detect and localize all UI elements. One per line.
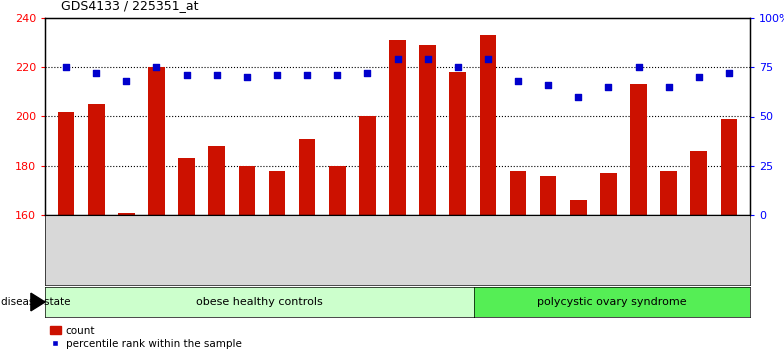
Bar (118, 212, 135, 215)
Point (512, 78, 524, 84)
Bar (691, 151, 707, 215)
Point (723, 70, 735, 76)
Bar (600, 173, 617, 215)
Bar (510, 171, 526, 215)
Bar (329, 166, 346, 215)
Point (210, 72, 223, 78)
Bar (480, 35, 496, 215)
Point (331, 72, 343, 78)
Bar (359, 116, 376, 215)
Bar (209, 146, 225, 215)
Point (241, 74, 253, 80)
Bar (419, 45, 436, 215)
Bar (389, 40, 406, 215)
Text: obese healthy controls: obese healthy controls (196, 297, 323, 307)
Bar (148, 67, 165, 215)
Bar (660, 171, 677, 215)
Bar (540, 176, 557, 215)
Point (632, 64, 644, 70)
Point (120, 78, 132, 84)
Point (542, 82, 554, 88)
Point (662, 84, 675, 90)
Point (572, 94, 585, 99)
Bar (720, 119, 737, 215)
Text: GDS4133 / 225351_at: GDS4133 / 225351_at (60, 0, 198, 12)
Point (452, 64, 464, 70)
Point (481, 57, 494, 62)
Point (421, 57, 434, 62)
Bar (269, 171, 285, 215)
Bar (178, 158, 195, 215)
Bar (570, 200, 586, 215)
Legend: count, percentile rank within the sample: count, percentile rank within the sample (50, 326, 241, 349)
Point (361, 70, 374, 76)
Bar (58, 112, 74, 215)
Point (270, 72, 283, 78)
Point (602, 84, 615, 90)
Text: disease state: disease state (1, 297, 71, 307)
Bar (238, 166, 255, 215)
Point (180, 72, 193, 78)
Bar (88, 104, 104, 215)
Point (692, 74, 705, 80)
Bar (299, 139, 315, 215)
Point (391, 57, 404, 62)
Bar (630, 85, 647, 215)
Point (60, 64, 72, 70)
Point (90, 70, 103, 76)
Bar (449, 72, 466, 215)
Text: polycystic ovary syndrome: polycystic ovary syndrome (537, 297, 687, 307)
Point (301, 72, 314, 78)
Point (151, 64, 163, 70)
